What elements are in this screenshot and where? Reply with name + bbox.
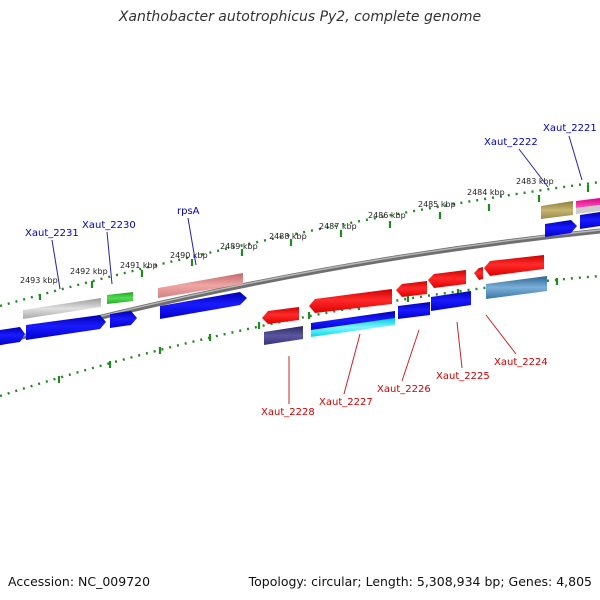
gene-label[interactable]: Xaut_2228 [261, 407, 315, 418]
forward-cog-row [23, 198, 600, 319]
gene-block[interactable] [486, 276, 547, 299]
gene-block[interactable] [541, 201, 573, 219]
gene-arrow[interactable] [26, 315, 106, 340]
gene-block[interactable] [23, 298, 101, 319]
gene-block[interactable] [431, 291, 471, 311]
reverse-cog-row [264, 276, 547, 345]
scale-label: 2486 kbp [368, 211, 406, 220]
gene-block[interactable] [576, 205, 600, 214]
gene-arrow[interactable] [160, 292, 247, 319]
topology-text: Topology: circular; Length: 5,308,934 bp… [248, 574, 592, 589]
gene-arrow[interactable] [309, 289, 392, 313]
gene-label[interactable]: Xaut_2224 [494, 357, 548, 368]
scale-label: 2491 kbp [120, 261, 158, 270]
reverse-gene-row [262, 255, 544, 324]
scale-label: 2485 kbp [418, 200, 456, 209]
gene-arrow[interactable] [580, 212, 600, 229]
gene-label[interactable]: Xaut_2227 [319, 397, 373, 408]
gene-arrow[interactable] [0, 327, 25, 345]
gene-label[interactable]: Xaut_2230 [82, 220, 136, 231]
scale-label: 2484 kbp [467, 188, 505, 197]
gene-block[interactable] [398, 302, 430, 319]
gene-block[interactable] [158, 273, 243, 298]
scale-label: 2492 kbp [70, 267, 108, 276]
gene-arrow[interactable] [110, 311, 137, 328]
forward-gene-row [0, 212, 600, 345]
accession-text: Accession: NC_009720 [8, 574, 151, 589]
scale-label: 2487 kbp [319, 222, 357, 231]
scale-label: 2489 kbp [220, 242, 258, 251]
gene-block[interactable] [264, 326, 303, 345]
gene-label[interactable]: Xaut_2226 [377, 384, 431, 395]
forward-callouts [51, 135, 583, 290]
gene-arrow[interactable] [484, 255, 544, 276]
genome-title: Xanthobacter autotrophicus Py2, complete… [118, 9, 482, 25]
scale-label: 2488 kbp [269, 232, 307, 241]
gene-block[interactable] [576, 198, 600, 208]
gene-block[interactable] [107, 292, 133, 304]
gene-label[interactable]: Xaut_2225 [436, 371, 490, 382]
gene-arrow[interactable] [428, 270, 466, 288]
scale-ruler-outer [0, 180, 600, 308]
gene-block[interactable] [311, 311, 395, 331]
gene-label[interactable]: Xaut_2231 [25, 228, 79, 239]
gene-label[interactable]: rpsA [177, 206, 200, 217]
scale-label: 2483 kbp [516, 177, 554, 186]
scale-labels: 2493 kbp 2492 kbp 2491 kbp 2490 kbp 2489… [20, 177, 554, 285]
gene-arrow[interactable] [396, 281, 427, 297]
gene-labels: Xaut_2231 Xaut_2230 rpsA Xaut_2222 Xaut_… [25, 123, 597, 418]
gene-arrow[interactable] [262, 307, 299, 324]
gene-block[interactable] [311, 318, 395, 337]
scale-label: 2493 kbp [20, 276, 58, 285]
gene-arrow[interactable] [474, 267, 483, 280]
reverse-callouts [288, 314, 517, 404]
gene-label[interactable]: Xaut_2221 [543, 123, 597, 134]
gene-arrow[interactable] [545, 220, 577, 237]
scale-label: 2490 kbp [170, 251, 208, 260]
gene-label[interactable]: Xaut_2222 [484, 137, 538, 148]
